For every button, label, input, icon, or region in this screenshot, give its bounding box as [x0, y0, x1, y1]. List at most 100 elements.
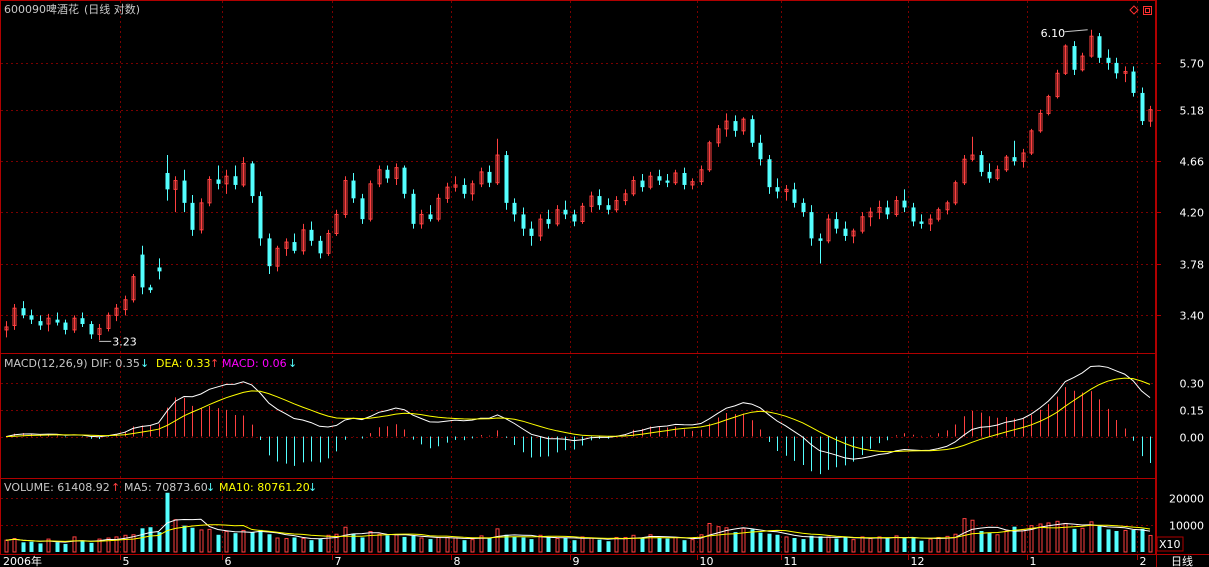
volume-bar — [182, 525, 187, 552]
candle-body — [368, 183, 373, 220]
candle-body — [690, 181, 695, 186]
volume-bar — [716, 526, 721, 553]
volume-bar — [419, 537, 424, 553]
macd-params: MACD(12,26,9) — [4, 357, 88, 370]
candle-body — [521, 214, 526, 229]
volume-bar — [758, 532, 763, 552]
volume-bar — [199, 529, 204, 553]
candle-body — [318, 240, 323, 254]
volume-bar — [445, 536, 450, 553]
candle-body — [123, 299, 128, 311]
candle-body — [741, 118, 746, 132]
volume-bar — [868, 538, 873, 553]
arrow-down-icon: ↓ — [288, 357, 297, 370]
candle-body — [157, 267, 162, 272]
period-label[interactable]: 日线 — [1171, 554, 1193, 567]
volume-bar — [1080, 527, 1085, 553]
candle-body — [216, 179, 221, 184]
volume-bar — [606, 541, 611, 552]
volume-bar — [106, 537, 111, 553]
candle-body — [46, 317, 51, 325]
candle-body — [250, 163, 255, 197]
volume-bar — [699, 534, 704, 553]
candle-body — [597, 196, 602, 206]
volume-bar — [334, 533, 339, 553]
volume-bar — [665, 538, 670, 552]
volume-bar — [733, 532, 738, 552]
high-marker-line — [1064, 29, 1088, 33]
volume-bar — [343, 526, 348, 553]
candle-body — [945, 202, 950, 211]
volume-bar — [648, 534, 653, 553]
candle-body — [1148, 109, 1153, 122]
volume-bar — [89, 542, 94, 552]
volume-bar — [250, 532, 255, 552]
window-icon[interactable] — [1143, 6, 1152, 15]
candle-body — [21, 308, 26, 316]
volume-bar — [385, 535, 390, 552]
candle-body — [580, 205, 585, 222]
candle-body — [97, 327, 102, 335]
volume-bar — [945, 535, 950, 553]
volume-bar — [487, 538, 492, 552]
price-tick-label: 4.20 — [1180, 207, 1205, 220]
volume-bar — [80, 540, 85, 552]
volume-bar — [470, 539, 475, 553]
volume-bar — [301, 538, 306, 553]
volume-bar — [614, 536, 619, 553]
candle-body — [834, 219, 839, 229]
volume-bar — [970, 519, 975, 553]
volume-bar — [72, 536, 77, 553]
diamond-icon[interactable] — [1129, 5, 1139, 15]
volume-bar — [1004, 530, 1009, 553]
candle-body — [563, 209, 568, 215]
volume-bar — [38, 543, 43, 552]
grid-layer — [1, 1, 1155, 554]
macd-tick-label: 0.15 — [1180, 405, 1205, 418]
price-tick-label: 3.78 — [1180, 259, 1205, 272]
candle-body — [801, 202, 806, 213]
candle-body — [343, 180, 348, 215]
candle-body — [995, 169, 1000, 179]
volume-bar — [114, 536, 119, 553]
volume-bar — [46, 538, 51, 553]
volume-layer — [4, 492, 1153, 553]
volume-bar — [860, 536, 865, 553]
price-tick-label: 5.70 — [1180, 58, 1205, 71]
volume-bar — [572, 540, 577, 552]
candle-layer: 6.10 3.23 — [4, 27, 1153, 348]
candle-body — [962, 158, 967, 184]
volume-bar — [826, 536, 831, 553]
month-label: 2 — [1140, 555, 1147, 567]
candle-body — [682, 172, 687, 185]
volume-bar — [360, 537, 365, 552]
candle-body — [334, 213, 339, 234]
month-label: 2006年 — [3, 554, 42, 567]
volume-bar — [775, 534, 780, 552]
candle-body — [89, 324, 94, 335]
candle-body — [182, 180, 187, 203]
volume-ma10-line — [5, 524, 1151, 542]
candle-body — [173, 180, 178, 190]
candle-body — [1038, 112, 1043, 132]
candle-body — [309, 229, 314, 241]
candle-body — [479, 171, 484, 185]
volume-bar — [377, 533, 382, 553]
arrow-down-icon: ↓ — [140, 357, 149, 370]
volume-bar — [411, 535, 416, 552]
volume-bar — [131, 534, 136, 553]
volume-bar — [12, 538, 17, 553]
arrow-down-icon: ↓ — [308, 481, 317, 494]
candle-body — [1097, 36, 1102, 58]
volume-bar — [546, 537, 551, 552]
candle-body — [673, 172, 678, 184]
candle-body — [512, 202, 517, 215]
volume-bar — [919, 540, 924, 552]
volume-bar — [529, 539, 534, 552]
candle-body — [1140, 92, 1145, 122]
candle-body — [419, 213, 424, 225]
volume-bar — [767, 533, 772, 552]
candle-body — [199, 202, 204, 231]
candle-body — [851, 230, 856, 237]
